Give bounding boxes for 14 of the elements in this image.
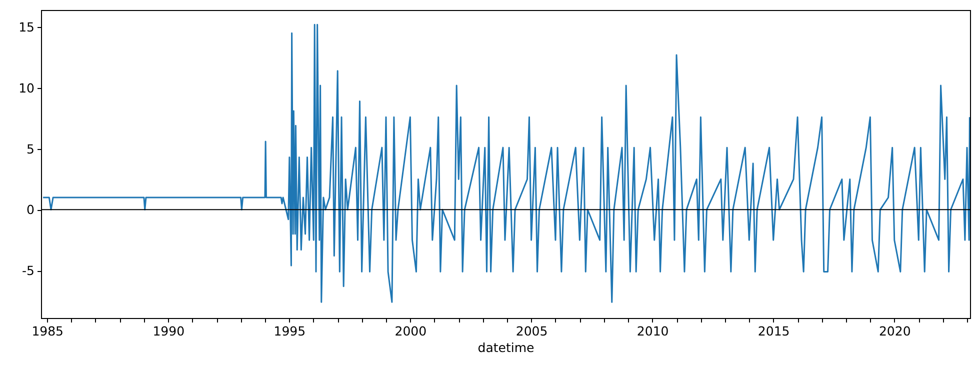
y-tick-label: 15 — [18, 20, 34, 35]
x-tick-label: 1985 — [32, 324, 64, 338]
x-tick-label: 2015 — [758, 324, 790, 338]
x-tick-label: 1995 — [274, 324, 306, 338]
x-tick-label: 2020 — [878, 324, 911, 338]
y-tick-label: 0 — [26, 202, 35, 218]
y-tick-label: 5 — [26, 141, 34, 156]
y-tick-label: -5 — [22, 263, 34, 278]
x-tick-label: 2010 — [636, 324, 669, 338]
x-tick-label: 2000 — [394, 324, 427, 338]
y-tick-label: 10 — [18, 80, 35, 96]
x-tick-label: 2005 — [516, 324, 548, 338]
x-tick-label: 1990 — [152, 324, 185, 338]
x-axis-title: datetime — [478, 340, 535, 355]
